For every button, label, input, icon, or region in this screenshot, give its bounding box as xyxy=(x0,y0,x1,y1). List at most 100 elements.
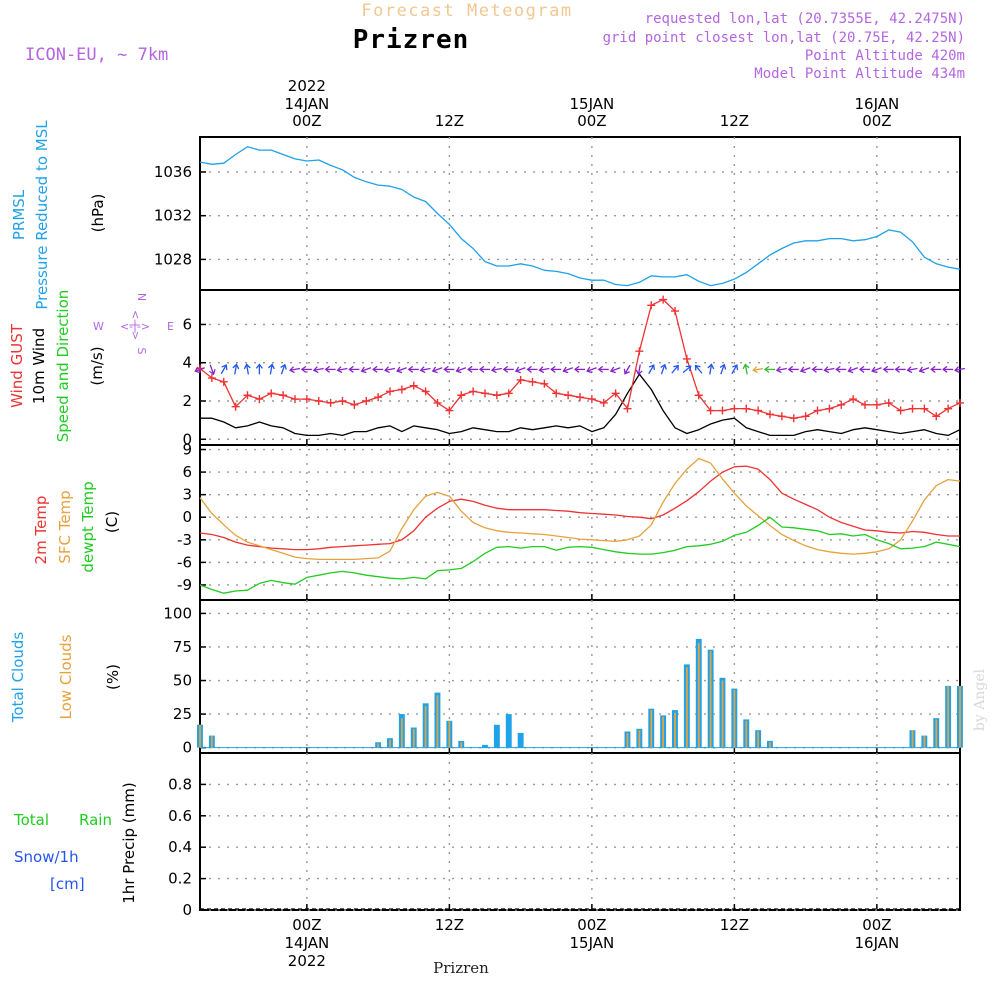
pressure-panel: 1028 1032 1036 xyxy=(154,136,961,291)
wind-arrow-head xyxy=(660,363,667,370)
wind-gust-marker xyxy=(207,374,216,383)
precip-total-label: Total xyxy=(13,811,49,829)
low-cloud-bar xyxy=(638,730,641,748)
low-cloud-bar xyxy=(959,685,961,748)
wind-arrow-shaft xyxy=(420,367,431,371)
wind-direction-arrow xyxy=(194,366,205,374)
bottom-time-label: 00Z xyxy=(292,916,321,934)
wind-gust-marker xyxy=(255,395,264,404)
wind-arrow-head xyxy=(194,366,201,374)
wind-gust-marker xyxy=(457,391,466,400)
temp-dew-label: dewpt Temp xyxy=(79,481,97,572)
wind-direction-arrow xyxy=(562,366,574,374)
wind-gust-label: Wind GUST xyxy=(8,323,26,408)
wind-direction-arrow xyxy=(635,364,643,376)
wind-arrow-shaft xyxy=(220,364,227,375)
pressure-label-desc: Pressure Reduced to MSL xyxy=(33,120,51,310)
wind-arrow-shaft xyxy=(800,367,811,372)
wind-direction-arrow xyxy=(220,364,228,375)
top-time-label: 12Z xyxy=(720,112,749,130)
wind-direction-arrow xyxy=(300,365,312,373)
wind-gust-marker xyxy=(552,389,561,398)
bottom-time-label: 12Z xyxy=(720,916,749,934)
wind-ytick-label: 4 xyxy=(182,354,192,372)
wind-gust-marker xyxy=(694,391,703,400)
wind-gust-marker xyxy=(789,414,798,423)
wind-direction-arrow xyxy=(707,363,715,375)
wind-arrow-head xyxy=(232,363,240,370)
low-cloud-bar xyxy=(389,739,391,748)
wind-arrow-head xyxy=(550,365,556,373)
wind-gust-marker xyxy=(231,402,240,411)
wind-arrow-head xyxy=(648,364,655,371)
wind-direction-arrow xyxy=(894,365,906,373)
wind-gust-marker xyxy=(219,377,228,386)
wind-arrow-shaft xyxy=(539,367,550,371)
total-cloud-bar xyxy=(505,714,512,748)
wind-arrow-shaft xyxy=(848,367,859,372)
wind-gust-marker xyxy=(825,404,834,413)
wind-direction-arrow xyxy=(930,365,942,373)
bottom-day-label: 14JAN xyxy=(285,934,330,952)
low-cloud-bar xyxy=(424,706,427,748)
wind-gust-marker xyxy=(587,395,596,404)
wind-arrow-shaft xyxy=(491,367,502,371)
total-cloud-bar xyxy=(482,744,488,748)
wind-gust-marker xyxy=(896,406,905,415)
wind-gust-marker xyxy=(908,404,917,413)
compass-e: E xyxy=(167,320,174,333)
wind-direction-arrow xyxy=(775,366,787,374)
total-cloud-bar xyxy=(517,732,524,748)
wind-gust-marker xyxy=(599,398,608,407)
wind-gust-marker xyxy=(243,391,252,400)
wind-direction-arrow xyxy=(731,364,739,375)
wind-gust-marker xyxy=(576,393,584,402)
top-day-label: 14JAN xyxy=(285,95,330,113)
wind-gust-marker xyxy=(314,396,323,405)
wind-direction-arrow xyxy=(455,366,467,374)
wind-gust-marker xyxy=(302,395,311,404)
wind-direction-arrow xyxy=(942,365,954,373)
wind-arrow-shaft xyxy=(289,367,301,371)
wind-direction-arrow xyxy=(538,366,550,374)
wind-arrow-head xyxy=(871,366,878,374)
wind-arrow-shaft xyxy=(744,364,748,375)
wind-gust-marker xyxy=(433,398,442,407)
wind-gust-marker xyxy=(291,395,299,404)
credit-watermark: by Angel xyxy=(972,668,988,731)
wind-arrow-head xyxy=(419,366,426,374)
wind-arrow-head xyxy=(823,366,830,374)
wind-arrow-head xyxy=(396,366,403,374)
point-altitude: Point Altitude 420m xyxy=(805,48,965,64)
wind-arrow-shaft xyxy=(695,365,703,374)
wind-arrow-head xyxy=(431,366,438,374)
wind-direction-arrow xyxy=(396,366,407,374)
low-cloud-bar xyxy=(911,730,914,748)
wind-gust-marker xyxy=(849,395,858,404)
wind-arrow-shaft xyxy=(824,367,835,371)
wind-gust-marker xyxy=(682,354,691,363)
wind-direction-arrow xyxy=(799,366,811,374)
wind-arrow-head xyxy=(732,364,739,371)
temp-sfc-line xyxy=(199,457,961,561)
top-year-label: 2022 xyxy=(288,77,326,95)
temp-2m-label: 2m Temp xyxy=(32,496,50,565)
clouds-ytick-label: 25 xyxy=(173,705,192,723)
wind-gust-marker xyxy=(777,412,786,421)
wind-direction-arrow xyxy=(835,365,847,373)
wind-direction-arrow xyxy=(586,366,597,374)
wind-arrow-head xyxy=(694,364,701,371)
wind-dir-label: Speed and Direction xyxy=(54,290,72,443)
wind-direction-arrow xyxy=(336,366,348,374)
wind-direction-arrow xyxy=(648,364,655,375)
wind-gust-marker xyxy=(492,391,501,400)
wind-direction-arrow xyxy=(232,363,240,375)
low-clouds-label: Low Clouds xyxy=(57,634,75,719)
pressure-ytick-label: 1028 xyxy=(154,250,192,268)
wind-gust-marker xyxy=(837,400,846,409)
temperature-ytick-label: -9 xyxy=(177,576,192,594)
wind-arrow-shaft xyxy=(954,367,966,371)
wind-arrow-head xyxy=(586,366,593,374)
